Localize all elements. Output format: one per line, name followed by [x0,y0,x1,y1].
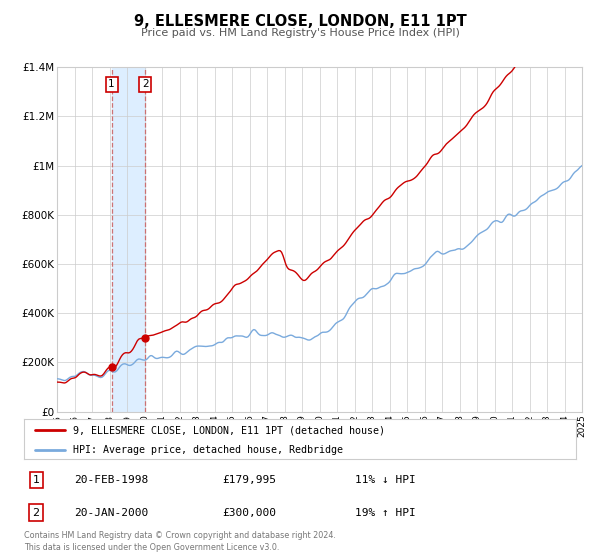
Text: 2: 2 [142,80,149,90]
Text: £179,995: £179,995 [223,475,277,485]
Text: 9, ELLESMERE CLOSE, LONDON, E11 1PT: 9, ELLESMERE CLOSE, LONDON, E11 1PT [134,14,466,29]
Text: 1: 1 [32,475,40,485]
Text: HPI: Average price, detached house, Redbridge: HPI: Average price, detached house, Redb… [73,445,343,455]
Text: 9, ELLESMERE CLOSE, LONDON, E11 1PT (detached house): 9, ELLESMERE CLOSE, LONDON, E11 1PT (det… [73,425,385,435]
Bar [112,67,145,412]
Text: 1: 1 [108,80,115,90]
Text: 11% ↓ HPI: 11% ↓ HPI [355,475,416,485]
Text: 20-FEB-1998: 20-FEB-1998 [74,475,148,485]
Text: Contains HM Land Registry data © Crown copyright and database right 2024.
This d: Contains HM Land Registry data © Crown c… [24,531,336,552]
Text: Price paid vs. HM Land Registry's House Price Index (HPI): Price paid vs. HM Land Registry's House … [140,28,460,38]
Text: 19% ↑ HPI: 19% ↑ HPI [355,507,416,517]
Text: 20-JAN-2000: 20-JAN-2000 [74,507,148,517]
Text: £300,000: £300,000 [223,507,277,517]
Text: 2: 2 [32,507,40,517]
